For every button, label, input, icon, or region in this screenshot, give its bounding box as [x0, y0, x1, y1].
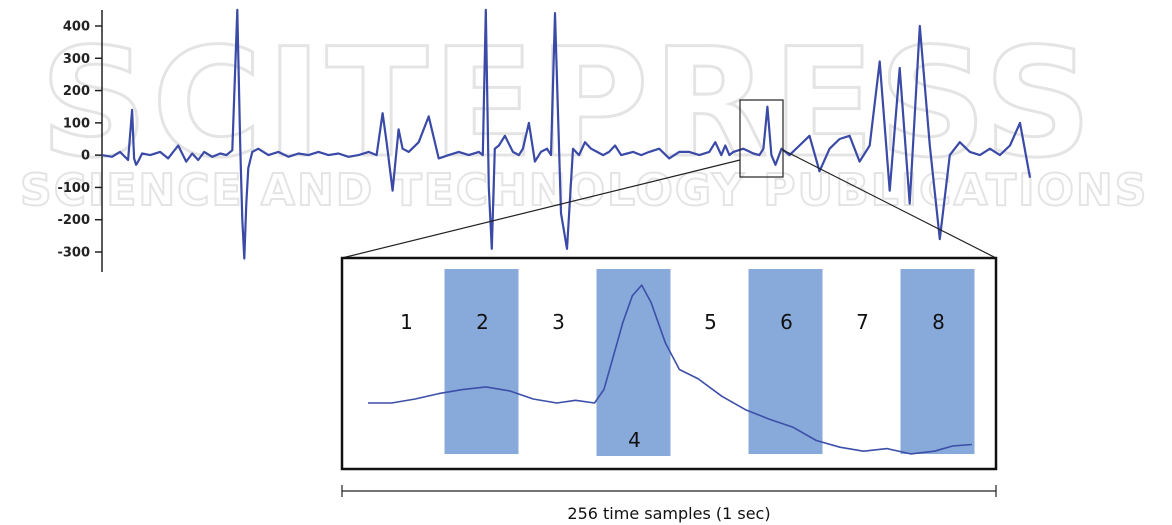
- segment-label-7: 7: [856, 310, 869, 334]
- y-tick-label: 200: [63, 84, 90, 99]
- zoom-selection-box: [739, 99, 784, 178]
- y-tick-label: -200: [57, 213, 90, 228]
- inset-chart: 1 2 3 4 5 6 7 8: [340, 256, 998, 471]
- y-axis-ticks: 400 300 200 100 0 -100 -200 -300: [57, 20, 102, 261]
- segment-shade-2: [444, 269, 519, 454]
- segment-label-2: 2: [476, 310, 489, 334]
- y-tick-label: 100: [63, 116, 90, 131]
- segment-shade-8: [900, 269, 975, 454]
- top-chart: 400 300 200 100 0 -100 -200 -300: [57, 8, 1032, 272]
- y-tick-label: 0: [81, 149, 90, 164]
- watermark-line2: SCIENCE AND TECHNOLOGY PUBLICATIONS: [20, 165, 1148, 216]
- y-tick-label: 300: [63, 52, 90, 67]
- segment-label-5: 5: [704, 310, 717, 334]
- segment-label-8: 8: [932, 310, 945, 334]
- segment-label-6: 6: [780, 310, 793, 334]
- segment-label-3: 3: [552, 310, 565, 334]
- segment-shade-6: [748, 269, 823, 454]
- inset-segment-labels: 1 2 3 4 5 6 7 8: [400, 310, 945, 452]
- inset-segment-shades: [444, 269, 975, 456]
- inset-frame: [340, 256, 998, 471]
- segment-label-1: 1: [400, 310, 413, 334]
- signal-line: [101, 8, 1032, 260]
- time-span-label: 256 time samples (1 sec): [567, 504, 770, 523]
- zoom-connector-right: [782, 149, 997, 259]
- y-tick-label: -300: [57, 246, 90, 261]
- time-span-bracket: [341, 485, 997, 497]
- segment-label-4: 4: [628, 428, 641, 452]
- segment-shade-4: [596, 269, 671, 456]
- y-tick-label: -100: [57, 181, 90, 196]
- inset-signal-line: [368, 284, 973, 455]
- zoom-connector-left: [341, 159, 741, 259]
- y-tick-label: 400: [63, 20, 90, 35]
